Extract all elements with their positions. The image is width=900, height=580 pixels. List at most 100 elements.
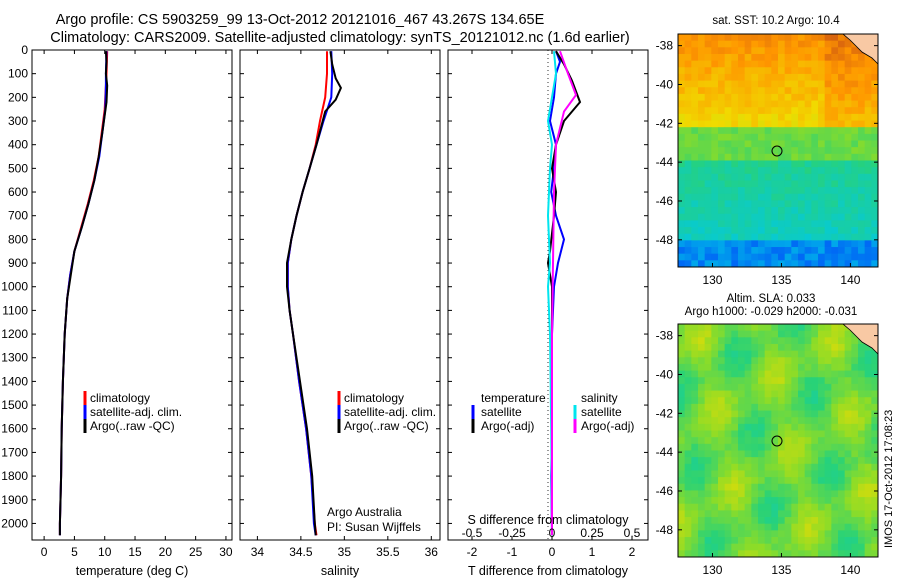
- map-cell: [838, 470, 846, 478]
- map-cell: [744, 457, 752, 465]
- map-cell: [758, 443, 766, 451]
- map-cell: [698, 167, 706, 175]
- map-cell: [791, 207, 799, 215]
- map-cell: [731, 443, 739, 451]
- map-cell: [691, 463, 699, 471]
- map-cell: [684, 357, 692, 365]
- map-cell: [704, 73, 712, 81]
- map-cell: [698, 160, 706, 168]
- map-cell: [851, 200, 859, 208]
- map-cell: [771, 457, 779, 465]
- map-cell: [758, 247, 766, 255]
- map-cell: [724, 47, 732, 55]
- map-cell: [811, 113, 819, 121]
- map-cell: [691, 537, 699, 545]
- map-cell: [798, 523, 806, 531]
- map-cell: [678, 53, 686, 62]
- map-cell: [838, 140, 846, 148]
- map-cell: [711, 517, 719, 525]
- map-cell: [838, 410, 846, 418]
- x-tick-label: 1: [589, 545, 596, 559]
- map-cell: [691, 337, 699, 345]
- map-cell: [744, 167, 752, 175]
- map-cell: [738, 450, 746, 458]
- map-cell: [718, 220, 726, 228]
- map-cell: [744, 483, 752, 491]
- map-cell: [818, 397, 826, 405]
- map-cell: [851, 417, 859, 425]
- map-cell: [744, 180, 752, 188]
- map-cell: [678, 550, 686, 558]
- map-cell: [704, 377, 712, 385]
- map-cell: [711, 153, 719, 161]
- map-cell: [784, 443, 792, 451]
- map-cell: [744, 227, 752, 235]
- map-cell: [718, 390, 726, 398]
- map-cell: [811, 93, 819, 101]
- map-cell: [724, 233, 732, 241]
- map-cell: [704, 450, 712, 458]
- map-cell: [764, 410, 772, 418]
- map-cell: [771, 497, 779, 505]
- map-cell: [684, 220, 692, 228]
- map-cell: [771, 550, 779, 558]
- map-cell: [678, 470, 686, 478]
- map-cell: [851, 383, 859, 391]
- map-cell: [871, 377, 879, 385]
- map-cell: [704, 60, 712, 68]
- map-cell: [831, 543, 839, 551]
- map-cell: [758, 477, 766, 485]
- map-cell: [858, 93, 866, 101]
- map-cell: [818, 463, 826, 471]
- map-cell: [804, 140, 812, 148]
- map-cell: [738, 517, 746, 525]
- map-cell: [704, 543, 712, 551]
- map-cell: [858, 363, 866, 371]
- map-cell: [871, 410, 879, 418]
- map-cell: [718, 247, 726, 255]
- map-cell: [871, 437, 879, 445]
- sst-map-title: sat. SST: 10.2 Argo: 10.4: [712, 15, 840, 27]
- map-cell: [771, 337, 779, 345]
- map-cell: [758, 383, 766, 391]
- map-cell: [751, 213, 759, 221]
- map-cell: [678, 187, 686, 195]
- map-cell: [758, 463, 766, 471]
- map-cell: [818, 330, 826, 338]
- map-cell: [811, 410, 819, 418]
- map-cell: [691, 490, 699, 498]
- map-cell: [718, 233, 726, 241]
- map-cell: [851, 60, 859, 68]
- map-cell: [831, 93, 839, 101]
- map-cell: [684, 497, 692, 505]
- map-cell: [851, 437, 859, 445]
- map-cell: [811, 450, 819, 458]
- map-cell: [711, 510, 719, 518]
- map-cell: [798, 260, 806, 268]
- map-cell: [804, 240, 812, 248]
- map-cell: [831, 457, 839, 465]
- map-cell: [798, 127, 806, 135]
- y-tick-label: -44: [656, 155, 674, 169]
- map-cell: [744, 213, 752, 221]
- map-cell: [791, 120, 799, 128]
- map-cell: [858, 227, 866, 235]
- map-cell: [718, 417, 726, 425]
- map-cell: [784, 233, 792, 241]
- map-cell: [811, 87, 819, 95]
- map-cell: [804, 53, 812, 62]
- map-cell: [744, 133, 752, 141]
- map-cell: [811, 383, 819, 391]
- map-cell: [818, 450, 826, 458]
- map-cell: [818, 40, 826, 48]
- map-cell: [698, 67, 706, 75]
- map-cell: [704, 220, 712, 228]
- map-cell: [791, 397, 799, 405]
- map-cell: [851, 87, 859, 95]
- map-cell: [838, 397, 846, 405]
- map-cell: [831, 324, 839, 332]
- map-cell: [711, 470, 719, 478]
- map-cell: [684, 100, 692, 108]
- map-cell: [744, 537, 752, 545]
- map-cell: [771, 403, 779, 411]
